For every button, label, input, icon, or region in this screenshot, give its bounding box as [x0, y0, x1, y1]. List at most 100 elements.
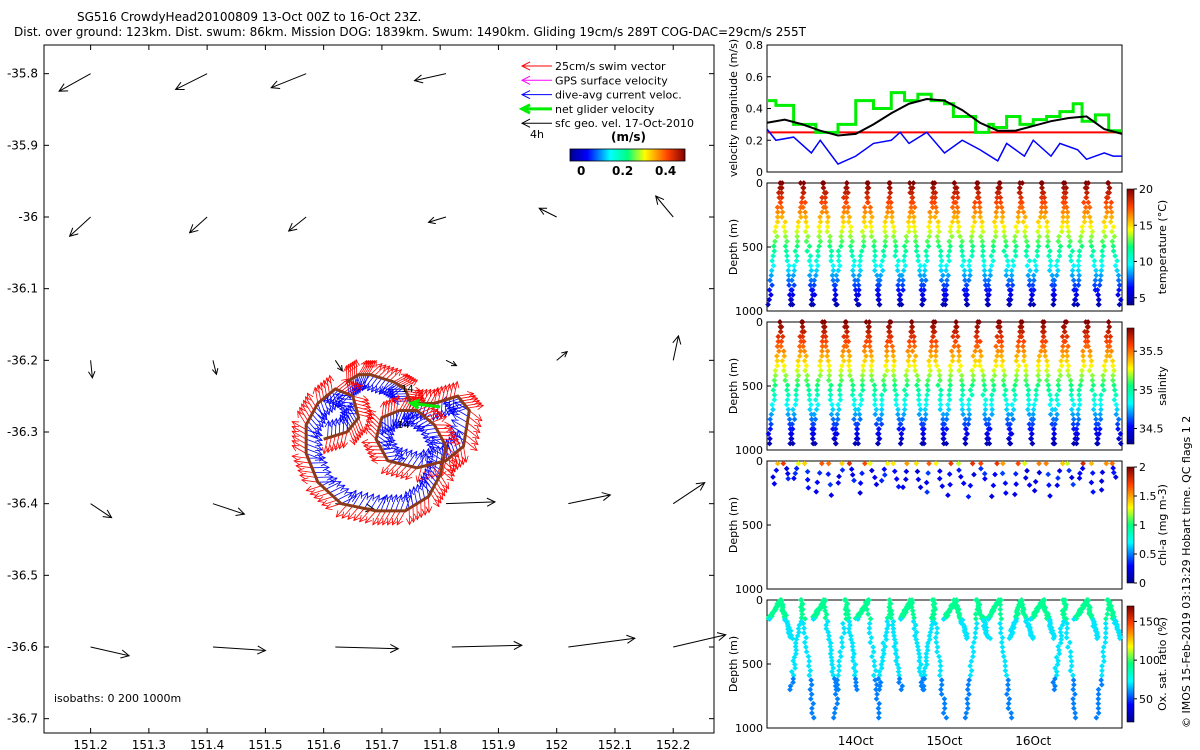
dac-vector [385, 452, 404, 460]
temperature-colorbar-tick: 10 [1139, 256, 1153, 269]
swim-vector [309, 488, 326, 496]
swim-vector [353, 508, 365, 522]
swim-vector [291, 425, 307, 435]
velocity-y-tick-label: 0.2 [746, 134, 764, 147]
geo-vector [334, 360, 343, 372]
geo-vector [68, 216, 91, 237]
swim-vector [467, 422, 481, 434]
temperature-colorbar-tick: 15 [1139, 219, 1153, 232]
dac-vector [401, 449, 413, 465]
map-x-tick-label: 151.6 [306, 738, 340, 750]
swim-vector [380, 461, 393, 475]
dac-vector [385, 494, 393, 511]
swim-vector [337, 433, 345, 450]
swim-vector [349, 384, 364, 396]
swim-vector [438, 428, 456, 436]
dac-vector [311, 413, 324, 428]
swim-vector [355, 406, 373, 413]
dac-vector [358, 492, 369, 508]
map-y-tick-label: -36.4 [7, 497, 38, 511]
geo-vector [568, 634, 636, 648]
colorbar-tick-0: 0 [577, 164, 585, 178]
swim-vector [400, 466, 413, 479]
swim-vector [389, 369, 403, 381]
swim-vector [295, 463, 313, 470]
dac-vector [452, 407, 469, 417]
swim-vector [405, 467, 418, 481]
swim-vector [299, 406, 309, 422]
dac-vector [325, 389, 339, 404]
geo-vector [335, 644, 400, 654]
swim-vector [421, 498, 429, 516]
salinity-y-tick-label: 1000 [735, 444, 763, 457]
swim-vector [299, 472, 316, 480]
dac-vector [364, 493, 374, 509]
geo-vector [413, 73, 447, 84]
salinity-colorbar-tick: 35 [1139, 384, 1153, 397]
chla-ylabel: Depth (m) [727, 497, 740, 553]
dac-vector [306, 438, 323, 447]
oxygen-y-tick-label: 1000 [735, 722, 763, 735]
swim-vector [455, 451, 463, 468]
legend-key-gps [520, 75, 552, 85]
temperature-y-tick-label: 500 [742, 241, 763, 254]
geo-vector [287, 216, 307, 232]
swim-vector [364, 510, 377, 524]
swim-vector [377, 510, 387, 526]
geo-vector [568, 492, 612, 505]
geo-vector [556, 350, 569, 361]
title-line-1: SG516 CrowdyHead20100809 13-Oct 00Z to 1… [77, 10, 421, 24]
swim-vector [301, 403, 311, 418]
swim-vector [468, 416, 482, 428]
swim-vector [341, 431, 349, 449]
dac-vector [420, 429, 439, 438]
chla-y-tick-label: 500 [742, 519, 763, 532]
swim-vector [396, 510, 406, 526]
dac-vector [309, 417, 322, 432]
velocity-series-net [767, 91, 1122, 134]
geo-vector [451, 640, 523, 650]
swim-vector [362, 442, 380, 450]
swim-vector [391, 396, 399, 413]
swim-vector [425, 410, 442, 419]
swim-vector [348, 429, 356, 446]
swim-vector [335, 378, 349, 390]
dac-vector [310, 459, 329, 467]
swim-vector [466, 428, 480, 440]
swim-vector [426, 388, 436, 404]
map-y-tick-label: -35.8 [7, 67, 38, 81]
swim-vector [452, 380, 460, 398]
swim-vector [354, 402, 372, 410]
swim-vector [291, 445, 307, 454]
swim-vector [352, 424, 360, 441]
salinity-y-tick-label: 0 [756, 316, 763, 329]
speed-colorbar [569, 148, 686, 162]
swim-vector [465, 400, 483, 408]
swim-vector [321, 379, 329, 397]
dac-vector [419, 481, 427, 499]
swim-vector [435, 481, 446, 497]
dac-vector [428, 446, 445, 457]
map-x-tick-label: 151.3 [132, 738, 166, 750]
map-y-tick-label: -36.2 [7, 353, 38, 367]
legend-key-swim [520, 61, 552, 71]
swim-vector [356, 419, 364, 436]
dac-vector [434, 445, 442, 464]
salinity-ylabel: Depth (m) [727, 358, 740, 414]
time-axis-ticks: 14Oct 15Oct 16Oct [838, 734, 1052, 748]
chla-colorbar-tick: 0.5 [1139, 548, 1157, 561]
chla-colorbar-tick: 1 [1139, 519, 1146, 532]
swim-vector [422, 408, 439, 416]
dac-vector [311, 463, 330, 472]
swim-vector [300, 477, 318, 485]
net-velocity-vector [407, 398, 441, 410]
geo-vector [538, 207, 557, 218]
map-y-tick-label: -36.1 [7, 282, 38, 296]
dac-vector [343, 409, 354, 426]
dac-vector [324, 420, 332, 438]
swim-vector [305, 485, 322, 493]
colorbar-tick-1: 0.2 [612, 164, 633, 178]
velocity-series [766, 91, 1123, 165]
swim-vector [382, 399, 390, 417]
